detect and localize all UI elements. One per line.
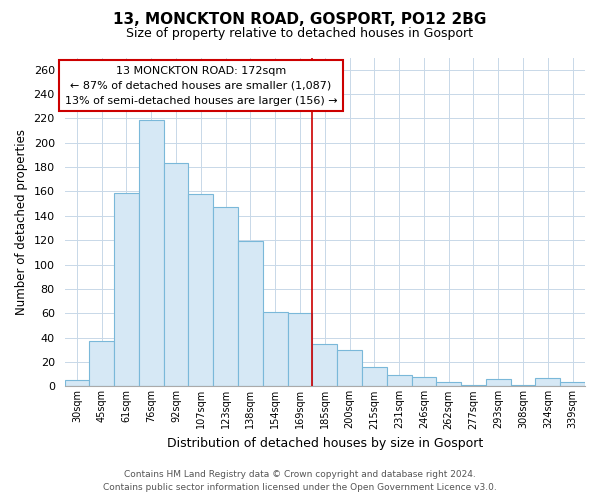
Bar bbox=[287, 314, 313, 386]
Text: 13 MONCKTON ROAD: 172sqm
← 87% of detached houses are smaller (1,087)
13% of sem: 13 MONCKTON ROAD: 172sqm ← 87% of detach… bbox=[65, 66, 337, 106]
Bar bbox=[313, 344, 337, 387]
Bar bbox=[486, 379, 511, 386]
Bar bbox=[213, 208, 238, 386]
Bar bbox=[412, 376, 436, 386]
Y-axis label: Number of detached properties: Number of detached properties bbox=[15, 129, 28, 315]
Bar bbox=[164, 164, 188, 386]
Bar bbox=[560, 382, 585, 386]
Bar bbox=[139, 120, 164, 386]
Bar bbox=[65, 380, 89, 386]
Bar bbox=[238, 242, 263, 386]
Bar bbox=[263, 312, 287, 386]
Bar bbox=[337, 350, 362, 387]
Text: 13, MONCKTON ROAD, GOSPORT, PO12 2BG: 13, MONCKTON ROAD, GOSPORT, PO12 2BG bbox=[113, 12, 487, 28]
Bar bbox=[461, 385, 486, 386]
Text: Contains HM Land Registry data © Crown copyright and database right 2024.
Contai: Contains HM Land Registry data © Crown c… bbox=[103, 470, 497, 492]
Bar bbox=[511, 385, 535, 386]
Text: Size of property relative to detached houses in Gosport: Size of property relative to detached ho… bbox=[127, 28, 473, 40]
Bar bbox=[436, 382, 461, 386]
Bar bbox=[114, 192, 139, 386]
Bar bbox=[387, 376, 412, 386]
Bar bbox=[89, 342, 114, 386]
Bar bbox=[535, 378, 560, 386]
Bar bbox=[362, 367, 387, 386]
Bar bbox=[188, 194, 213, 386]
X-axis label: Distribution of detached houses by size in Gosport: Distribution of detached houses by size … bbox=[167, 437, 483, 450]
